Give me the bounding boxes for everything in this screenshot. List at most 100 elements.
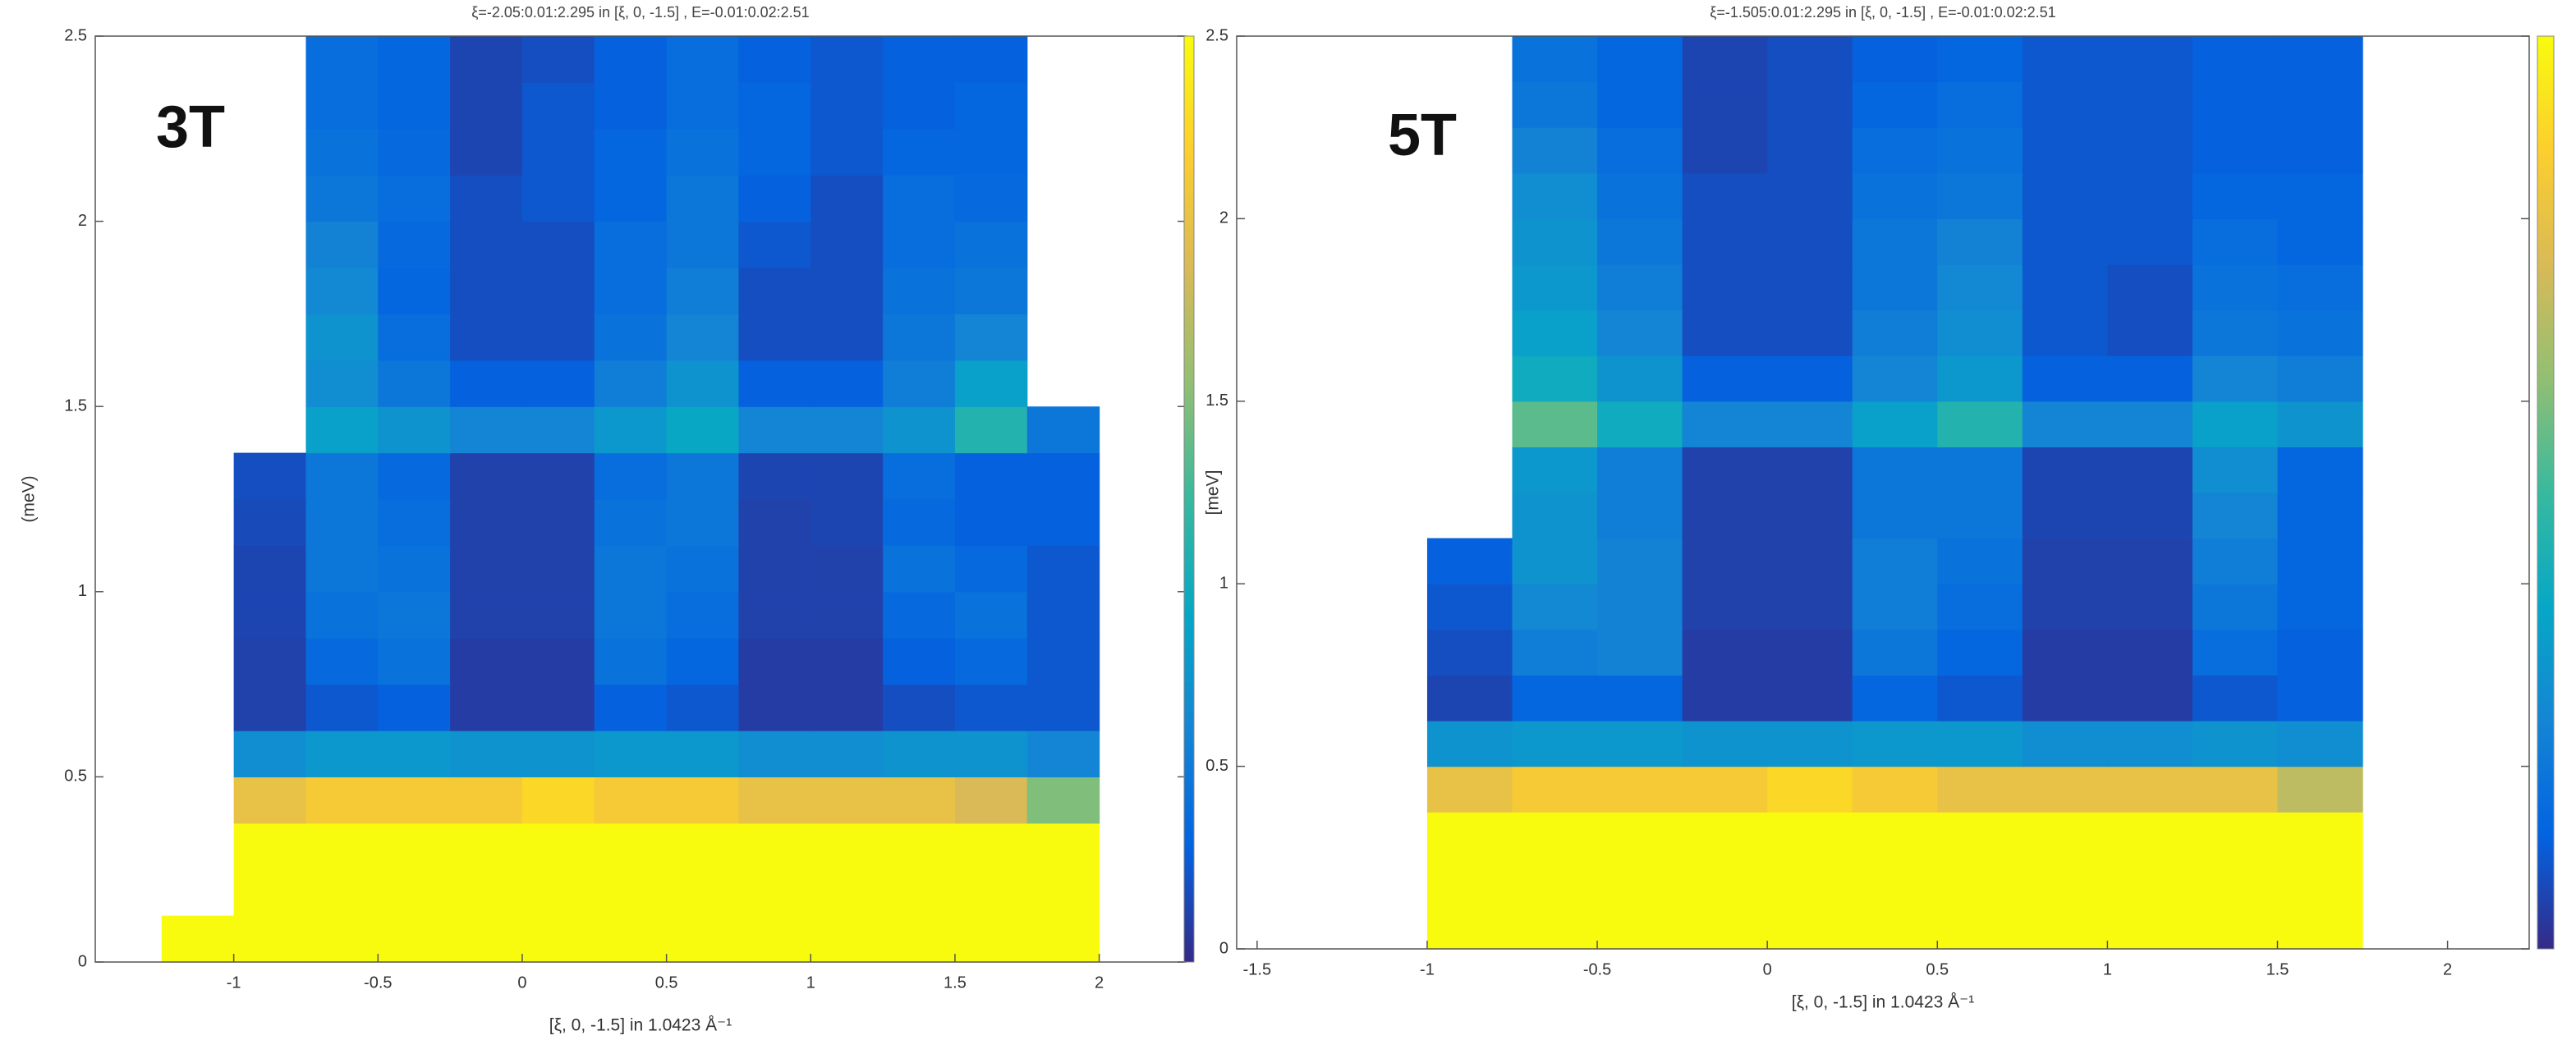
heat-cell [2107, 401, 2193, 447]
x-tick-label: -0.5 [1583, 960, 1611, 978]
heat-cell [1852, 36, 1938, 83]
heat-cell [1937, 401, 2023, 447]
heat-cell [2277, 675, 2363, 722]
heat-cell [1682, 401, 1768, 447]
heat-cell [594, 731, 668, 777]
panel-annotation: 5T [1388, 103, 1457, 168]
heat-cell [1767, 172, 1853, 219]
heat-cell [2022, 172, 2108, 219]
y-tick-label: 1 [78, 582, 87, 600]
heat-cell [666, 731, 740, 777]
heat-cell [1597, 264, 1683, 311]
heat-cell [1937, 127, 2023, 174]
heat-cell [1026, 869, 1100, 917]
heat-cell [666, 777, 740, 824]
heat-cell [594, 36, 668, 83]
heat-cell [2277, 172, 2363, 219]
heat-cell [450, 360, 523, 407]
heat-cell [1426, 675, 1513, 722]
heat-cell [594, 822, 668, 870]
heat-cell [738, 36, 811, 83]
heat-cell [2277, 584, 2363, 630]
heat-cell [2277, 903, 2363, 950]
heat-cell [1767, 355, 1853, 402]
heat-cell [954, 221, 1028, 268]
heat-cell [2277, 81, 2363, 128]
heat-cell [2022, 81, 2108, 128]
heat-cell [1426, 812, 1513, 859]
heat-cell [2192, 766, 2279, 813]
heat-cell [521, 268, 595, 314]
heat-cell [2107, 36, 2193, 83]
heat-cell [1937, 857, 2023, 904]
heat-cell [810, 82, 884, 130]
heat-cell [2107, 309, 2193, 356]
heat-cell [233, 777, 307, 824]
heat-cell [2192, 401, 2279, 447]
heat-cell [810, 406, 884, 454]
heat-cell [1937, 584, 2023, 630]
heat-cell [521, 128, 595, 176]
heat-cell [738, 869, 811, 917]
heat-cell [378, 638, 451, 685]
heat-cell [883, 638, 956, 685]
heat-cell [2022, 493, 2108, 539]
heat-cell [2107, 81, 2193, 128]
heat-cell [1512, 81, 1598, 128]
heat-cell [1767, 493, 1853, 539]
heat-cell [1852, 812, 1938, 859]
heat-cell [450, 731, 523, 777]
heat-cell [1767, 812, 1853, 859]
heat-cell [810, 314, 884, 361]
heat-cell [883, 36, 956, 83]
heat-cell [738, 545, 811, 593]
heat-cell [305, 638, 379, 685]
chart-title: ξ=-2.05:0.01:2.295 in [ξ, 0, -1.5] , E=-… [471, 4, 809, 21]
heat-cell [1937, 264, 2023, 311]
heat-cell [2277, 538, 2363, 584]
heat-cell [954, 822, 1028, 870]
heat-cell [1852, 903, 1938, 950]
heat-cell [521, 452, 595, 500]
heat-cell [521, 175, 595, 222]
heat-cell [1852, 172, 1938, 219]
heat-cell [521, 731, 595, 777]
heat-cell [1682, 36, 1768, 83]
y-tick-label: 2.5 [64, 26, 87, 44]
heat-cell [1852, 538, 1938, 584]
heat-cell [1682, 309, 1768, 356]
heat-cell [2107, 584, 2193, 630]
heat-cell [1026, 777, 1100, 824]
heat-cell [305, 36, 379, 83]
heat-cell [378, 314, 451, 361]
heat-cell [1597, 447, 1683, 493]
heat-cell [521, 869, 595, 917]
heat-cell [666, 36, 740, 83]
heat-cell [2022, 447, 2108, 493]
heat-cell [305, 221, 379, 268]
x-tick-label: 0 [517, 974, 526, 992]
heat-cell [2192, 584, 2279, 630]
heat-cell [1682, 584, 1768, 630]
heat-cell [1767, 721, 1853, 767]
heat-cell [521, 82, 595, 130]
heat-cell [1937, 493, 2023, 539]
heat-cell [1597, 218, 1683, 265]
heat-cell [2022, 629, 2108, 676]
heat-cell [305, 731, 379, 777]
heat-cell [378, 82, 451, 130]
heat-cell [666, 822, 740, 870]
heat-cell [1937, 355, 2023, 402]
heat-cell [305, 360, 379, 407]
heat-cell [1512, 127, 1598, 174]
heat-cell [2022, 721, 2108, 767]
heat-cell [954, 499, 1028, 546]
heat-cell [521, 360, 595, 407]
heat-cell [378, 128, 451, 176]
heat-cell [521, 406, 595, 454]
heat-cell [594, 221, 668, 268]
heat-cell [161, 915, 235, 963]
heat-cell [1852, 264, 1938, 311]
heat-cell [1767, 218, 1853, 265]
